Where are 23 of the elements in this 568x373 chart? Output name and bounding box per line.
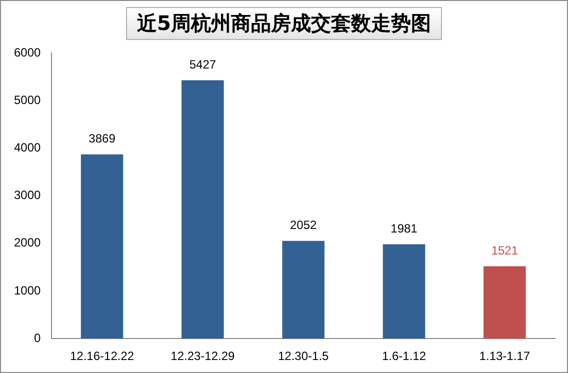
bar xyxy=(382,244,426,339)
y-tick-label: 0 xyxy=(34,330,42,345)
x-tick-label: 12.16-12.22 xyxy=(70,349,134,364)
bar xyxy=(484,266,526,339)
data-label: 2052 xyxy=(290,218,318,232)
y-tick-label: 4000 xyxy=(14,140,42,155)
data-label: 3869 xyxy=(88,132,116,146)
data-label: 1981 xyxy=(390,222,418,236)
y-tick-label: 6000 xyxy=(14,45,42,60)
bar xyxy=(182,80,224,339)
y-tick-label: 1000 xyxy=(14,283,42,298)
y-tick-label: 3000 xyxy=(14,188,42,202)
x-tick-label: 1.6-1.12 xyxy=(382,349,426,364)
y-tick-label: 2000 xyxy=(14,236,42,250)
y-tick-label: 5000 xyxy=(14,92,42,107)
data-label: 1521 xyxy=(491,244,518,258)
bar xyxy=(282,240,324,339)
data-label: 5427 xyxy=(189,58,216,72)
bar xyxy=(80,154,124,339)
chart-title: 近5周杭州商品房成交套数走势图 xyxy=(126,7,442,40)
x-tick-label: 1.13-1.17 xyxy=(479,349,530,364)
x-tick-label: 12.30-1.5 xyxy=(278,349,330,364)
x-tick-label: 12.23-12.29 xyxy=(170,349,236,364)
